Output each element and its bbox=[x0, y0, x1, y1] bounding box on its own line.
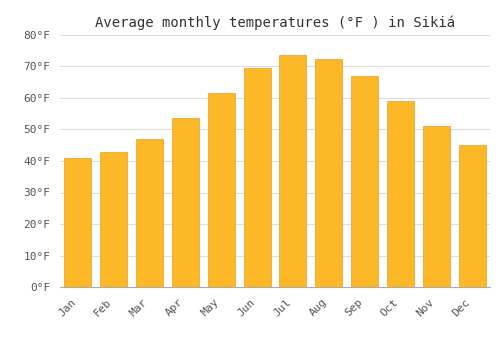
Bar bbox=[64, 158, 92, 287]
Bar bbox=[172, 118, 199, 287]
Bar bbox=[136, 139, 163, 287]
Bar bbox=[423, 126, 450, 287]
Bar bbox=[208, 93, 234, 287]
Bar bbox=[280, 55, 306, 287]
Bar bbox=[387, 101, 414, 287]
Bar bbox=[100, 152, 127, 287]
Bar bbox=[316, 58, 342, 287]
Title: Average monthly temperatures (°F ) in Sikiá: Average monthly temperatures (°F ) in Si… bbox=[95, 15, 455, 30]
Bar bbox=[458, 145, 485, 287]
Bar bbox=[351, 76, 378, 287]
Bar bbox=[244, 68, 270, 287]
